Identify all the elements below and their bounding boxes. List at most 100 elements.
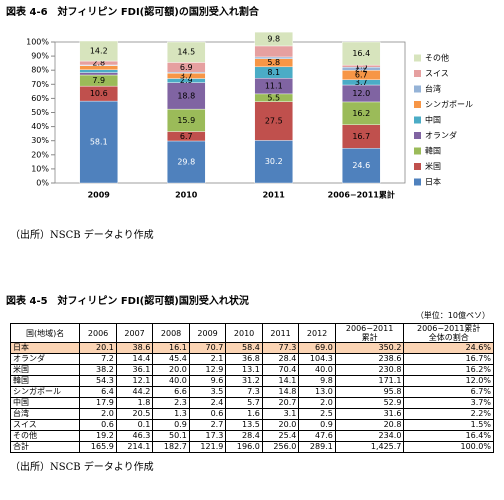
table-cell: 47.6	[298, 430, 336, 442]
table-cell: 0.9	[152, 419, 190, 431]
table-cell: 韓国	[9, 375, 81, 387]
legend-swatch	[414, 54, 421, 62]
bar-segment	[79, 72, 118, 76]
legend-label: オランダ	[425, 130, 457, 140]
table-cell: 70.4	[261, 364, 300, 376]
header-row: 国(地域)名 2006 2007 2008 2009 2010 2011 2012 2006−2…	[9, 323, 494, 343]
table-cell: 289.1	[298, 441, 336, 453]
table-cell: 16.4%	[403, 430, 494, 442]
chart-source: （出所）NSCB データより作成	[10, 230, 154, 241]
table-cell: 2.0	[298, 397, 336, 409]
bar-segment	[167, 41, 206, 63]
table-row: オランダ 7.2 14.4 45.4 2.1 36.8 28.4 104.3 238.6 16.7…	[9, 353, 494, 365]
y-tick-label: 80%	[31, 66, 49, 75]
table-cell: 38.6	[115, 342, 154, 354]
table-cell: 16.2%	[403, 364, 494, 376]
table-cell: 20.5	[115, 408, 154, 420]
bar-segment	[79, 100, 118, 184]
table-cell: 6.7%	[403, 386, 494, 398]
table-cell: 38.2	[79, 364, 117, 376]
table-cell: 46.3	[115, 430, 154, 442]
data-label: 3.7	[355, 78, 368, 87]
data-label: 18.8	[177, 91, 195, 100]
table-cell: 40.0	[298, 364, 336, 376]
table-cell: 6.6	[152, 386, 190, 398]
table-row: その他 19.2 46.3 50.1 17.3 28.4 25.4 47.6 234.0 16.4…	[9, 430, 494, 442]
table-cell: 6.4	[79, 386, 117, 398]
legend-swatch	[414, 147, 421, 155]
header-text: 2006−2011累計	[416, 324, 481, 333]
table-cell: 9.6	[188, 375, 227, 387]
table-cell: 1.5%	[403, 419, 494, 431]
header-text: 2008	[160, 328, 182, 338]
header-text: 2006−2011	[345, 324, 394, 333]
table-cell: 28.4	[225, 430, 263, 442]
header-text: 2012	[306, 328, 328, 338]
table-cell: 3.1	[261, 408, 300, 420]
data-label: 16.4	[352, 49, 370, 58]
table-cell: 69.0	[298, 342, 336, 354]
data-label: 6.9	[180, 63, 193, 72]
table-cell: 52.9	[334, 397, 405, 409]
y-tick-label: 30%	[31, 136, 49, 145]
table-row: 台湾 2.0 20.5 1.3 0.6 1.6 3.1 2.5 31.6 2.2%	[9, 408, 494, 420]
table-cell: 0.6	[79, 419, 117, 431]
y-tick-label: 100%	[26, 38, 49, 47]
table-cell: 230.8	[334, 364, 405, 376]
table-cell: 1.3	[152, 408, 190, 420]
y-tick-label: 60%	[31, 94, 49, 103]
table-cell: 165.9	[79, 441, 117, 453]
table-cell: 14.1	[261, 375, 300, 387]
table-cell: 238.6	[334, 353, 405, 365]
header-cell: 2007	[115, 323, 154, 343]
table-cell: 40.0	[152, 375, 190, 387]
legend-swatch	[414, 85, 421, 93]
data-label: 3.7	[180, 71, 193, 80]
data-table: 国(地域)名 2006 2007 2008 2009 2010 2011 2012 2006−2…	[9, 323, 494, 453]
table-cell: 54.3	[79, 375, 117, 387]
table-source: （出所）NSCB データより作成	[10, 462, 154, 473]
data-label: 8.1	[267, 68, 280, 77]
table-cell: 19.2	[79, 430, 117, 442]
data-label: 9.8	[267, 35, 280, 44]
y-tick-label: 20%	[31, 150, 49, 159]
table-cell: 12.9	[188, 364, 227, 376]
table-cell: 77.3	[261, 342, 300, 354]
table-cell: 17.9	[79, 397, 117, 409]
data-label: 29.8	[177, 157, 195, 166]
legend-swatch	[414, 70, 421, 77]
table-title: 図表 4-5 対フィリピン FDI(認可額)国別受入れ状況	[6, 296, 249, 307]
data-label: 5.5	[267, 93, 280, 102]
table-cell: 20.7	[261, 397, 300, 409]
bar-segment	[79, 69, 118, 73]
table-cell: 13.0	[298, 386, 336, 398]
table-cell: 3.5	[188, 386, 227, 398]
table-cell: 28.4	[261, 353, 300, 365]
table-cell: 350.2	[334, 342, 405, 354]
data-label: 12.0	[352, 89, 370, 98]
table-unit: （単位：10億ペソ）	[415, 311, 490, 320]
table-cell: 44.2	[115, 386, 154, 398]
legend-label: スイス	[425, 69, 449, 78]
table-cell: 9.8	[298, 375, 336, 387]
legend-swatch	[414, 101, 421, 108]
table-cell: その他	[9, 430, 81, 442]
table-cell: 2.1	[188, 353, 227, 365]
data-label: 15.9	[177, 116, 195, 125]
header-cell: 2009	[188, 323, 227, 343]
table-cell: 24.6%	[403, 342, 494, 354]
header-cell: 2008	[152, 323, 190, 343]
table-cell: 104.3	[298, 353, 336, 365]
data-label: 30.2	[265, 157, 283, 166]
header-cell: 2006	[79, 323, 117, 343]
table-cell: 45.4	[152, 353, 190, 365]
table-cell: 13.5	[225, 419, 263, 431]
table-cell: 256.0	[261, 441, 300, 453]
legend-label: 日本	[425, 177, 441, 187]
data-label: 10.6	[90, 89, 108, 98]
y-tick-label: 90%	[31, 52, 49, 61]
table-row: 合計 165.9 214.1 182.7 121.9 196.0 256.0 289.1 1,4…	[9, 441, 494, 453]
table-cell: 20.1	[79, 342, 117, 354]
table-cell: 3.7%	[403, 397, 494, 409]
table-row: スイス 0.6 0.1 0.9 2.7 13.5 20.0 0.9 20.8 1.5%	[9, 419, 494, 431]
